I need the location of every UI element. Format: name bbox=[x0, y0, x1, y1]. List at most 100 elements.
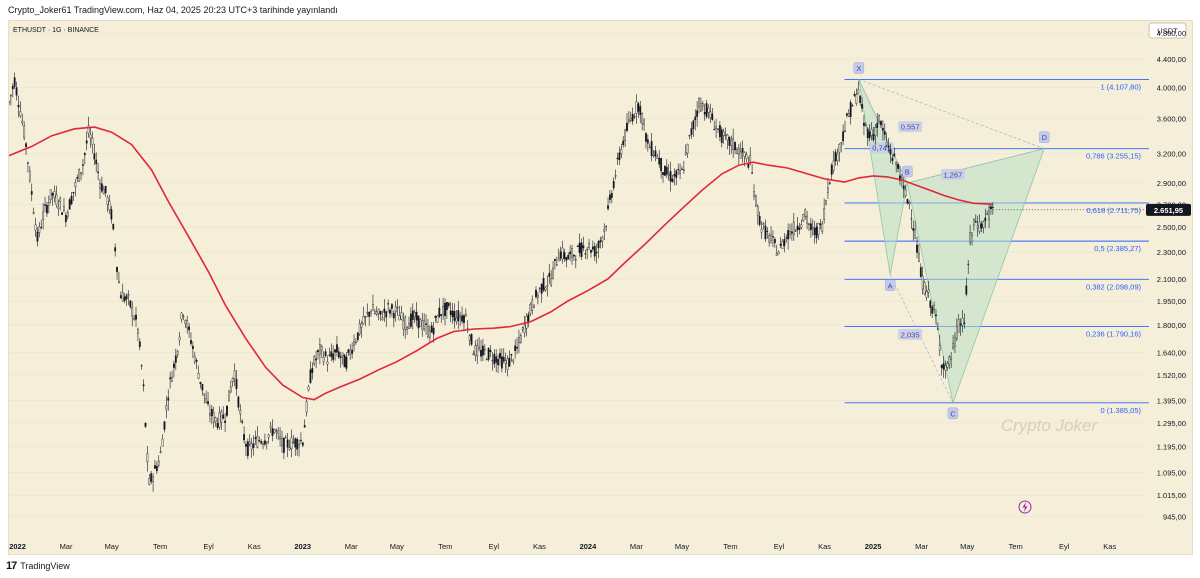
candle-body bbox=[936, 328, 939, 330]
candle-body bbox=[413, 312, 416, 318]
candle-body bbox=[398, 315, 401, 321]
candle-body bbox=[900, 174, 903, 178]
x-tick-label: May bbox=[105, 542, 119, 551]
candle-body bbox=[190, 340, 192, 344]
candle-body bbox=[571, 248, 573, 258]
candle-body bbox=[800, 224, 803, 228]
candle-body bbox=[379, 310, 382, 315]
candle-body bbox=[688, 135, 691, 137]
price-scale[interactable]: USDT 4.800,00 4.400,00 4.000,00 3.600,00 3.2… bbox=[992, 22, 1191, 521]
harmonic-point-badge bbox=[884, 279, 896, 292]
tradingview-logo[interactable]: 17 TradingView bbox=[6, 560, 70, 572]
candle-body bbox=[840, 142, 843, 144]
candle-body bbox=[385, 311, 388, 318]
candle-body bbox=[239, 410, 242, 415]
candle-body bbox=[279, 436, 281, 440]
candle-body bbox=[891, 157, 894, 161]
candle-body bbox=[233, 370, 236, 379]
fib-level-label: 0,5 (2.385,27) bbox=[1094, 244, 1141, 253]
candle-body bbox=[523, 324, 526, 334]
candle-body bbox=[701, 103, 704, 107]
price-chart[interactable]: ETHUSDT · 1G · BINANCE 1 (4.107,80) 0,786… bbox=[8, 21, 1194, 556]
candle-body bbox=[527, 314, 530, 322]
y-tick-label: 2.900,00 bbox=[1157, 179, 1186, 188]
candle-body bbox=[27, 162, 29, 164]
candle-body bbox=[626, 122, 628, 131]
candle-body bbox=[675, 170, 678, 178]
candle-body bbox=[11, 86, 14, 90]
candle-body bbox=[500, 356, 503, 369]
candle-body bbox=[899, 175, 901, 181]
candle-body bbox=[387, 303, 390, 305]
candle-body bbox=[400, 312, 403, 320]
candle-body bbox=[652, 154, 655, 157]
candle-body bbox=[948, 356, 951, 365]
candle-body bbox=[597, 241, 600, 249]
candle-body bbox=[533, 304, 536, 309]
x-tick-label: Eyl bbox=[774, 542, 785, 551]
candle-body bbox=[601, 236, 604, 242]
candle-body bbox=[787, 230, 790, 240]
candle-body bbox=[751, 172, 754, 174]
candle-body bbox=[809, 223, 812, 231]
candle-body bbox=[82, 164, 84, 166]
candle-body bbox=[294, 438, 297, 448]
candle-body bbox=[49, 189, 52, 200]
candle-body bbox=[855, 94, 858, 104]
candle-body bbox=[366, 312, 369, 314]
candle-body bbox=[967, 263, 970, 265]
candle-body bbox=[976, 225, 979, 229]
candle-body bbox=[656, 156, 659, 159]
candle-body bbox=[584, 253, 587, 255]
candle-body bbox=[343, 354, 346, 368]
candle-body bbox=[679, 170, 681, 174]
candle-body bbox=[298, 443, 300, 448]
candle-body bbox=[650, 141, 653, 156]
candle-body bbox=[442, 305, 445, 315]
candle-body bbox=[546, 285, 549, 287]
lightning-icon[interactable] bbox=[1018, 500, 1032, 514]
candle-body bbox=[633, 116, 636, 118]
candle-body bbox=[9, 94, 12, 97]
harmonic-ratio-label: 2,035 bbox=[901, 330, 920, 339]
candle-body bbox=[317, 350, 319, 353]
candle-body bbox=[946, 362, 949, 368]
candle-body bbox=[186, 320, 189, 329]
candle-body bbox=[561, 247, 564, 260]
x-tick-label: May bbox=[960, 542, 974, 551]
candle-body bbox=[808, 223, 810, 225]
candle-body bbox=[612, 180, 615, 189]
x-tick-label: Tem bbox=[723, 542, 737, 551]
candle-body bbox=[895, 162, 898, 165]
candle-body bbox=[250, 443, 253, 450]
time-scale[interactable]: 2022 Mar May Tem Eyl Kas 2023 Mar May Tem Eyl Kas 20… bbox=[9, 542, 1116, 551]
candle-body bbox=[535, 289, 537, 298]
candle-body bbox=[180, 312, 183, 320]
currency-label: USDT bbox=[1157, 27, 1178, 36]
candle-body bbox=[747, 163, 750, 168]
candle-body bbox=[779, 243, 782, 246]
candle-body bbox=[307, 386, 310, 391]
harmonic-ratio-badge bbox=[898, 328, 923, 340]
candle-body bbox=[749, 155, 752, 162]
candle-body bbox=[59, 198, 62, 202]
candle-body bbox=[927, 289, 930, 293]
candle-body bbox=[815, 226, 818, 239]
candle-body bbox=[66, 211, 69, 217]
candle-body bbox=[931, 306, 934, 314]
tradingview-logo-text: TradingView bbox=[20, 561, 70, 571]
x-tick-label: Tem bbox=[438, 542, 452, 551]
candle-body bbox=[313, 356, 316, 365]
fib-level-label: 0,236 (1.790,16) bbox=[1086, 329, 1142, 338]
candle-body bbox=[451, 310, 454, 318]
x-tick-label: Kas bbox=[1103, 542, 1116, 551]
candle-body bbox=[991, 206, 994, 208]
candle-body bbox=[538, 287, 541, 290]
candle-body bbox=[739, 151, 742, 159]
candle-body bbox=[493, 353, 496, 365]
candle-body bbox=[743, 152, 746, 157]
candle-body bbox=[529, 304, 532, 314]
candle-body bbox=[372, 304, 374, 311]
candle-body bbox=[108, 200, 111, 211]
candle-body bbox=[847, 113, 850, 117]
